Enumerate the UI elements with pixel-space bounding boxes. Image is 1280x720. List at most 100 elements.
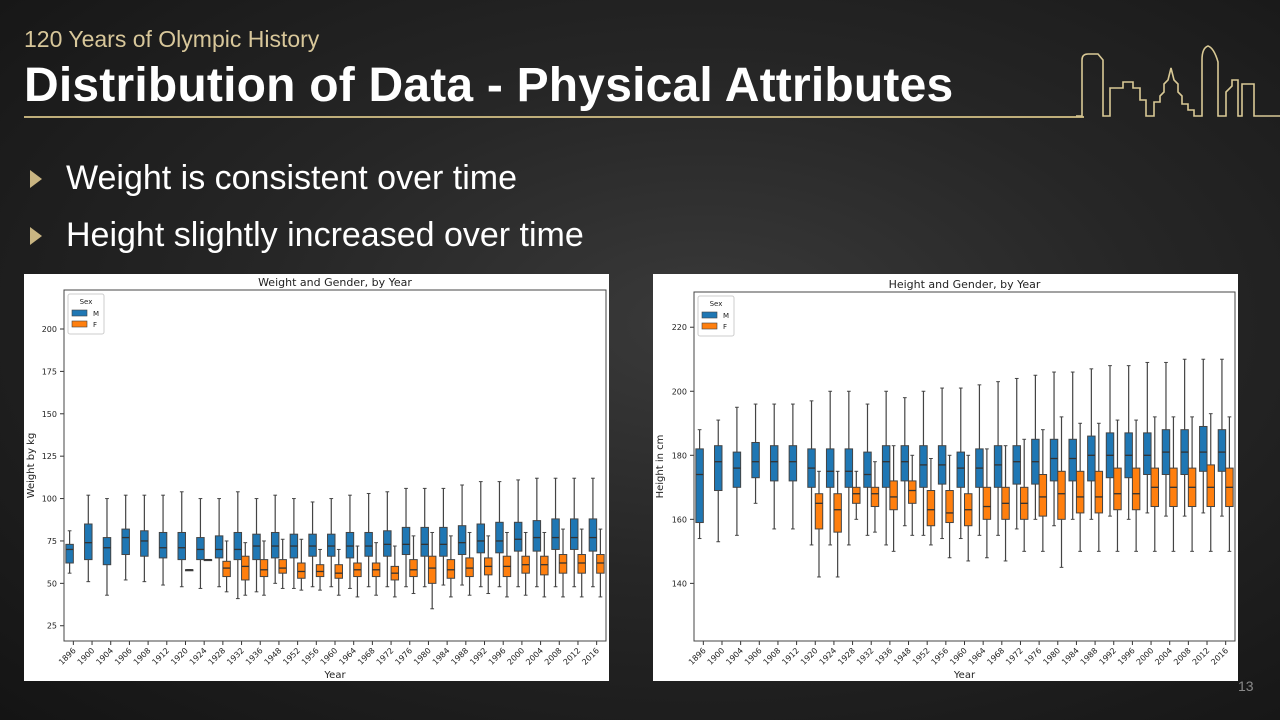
slide-title: Distribution of Data - Physical Attribut… <box>24 59 954 112</box>
box-m-1964 <box>345 531 355 559</box>
x-tick-label: 1936 <box>244 646 265 667</box>
x-tick-label: 1912 <box>780 646 801 667</box>
x-tick-label: 2008 <box>1172 646 1193 667</box>
box-m-1908 <box>140 530 149 557</box>
x-tick-label: 1932 <box>225 646 246 667</box>
chart-title: Weight and Gender, by Year <box>258 276 412 289</box>
x-tick-label: 1904 <box>94 646 115 667</box>
x-axis-label: Year <box>953 670 976 681</box>
y-tick-label: 25 <box>47 622 57 631</box>
box-m-1924 <box>196 537 205 561</box>
box-m-2012 <box>1199 425 1208 472</box>
box-m-1936 <box>881 445 891 488</box>
box-m-1906 <box>121 528 130 556</box>
x-tick-label: 1956 <box>929 646 950 667</box>
x-axis-label: Year <box>323 670 346 681</box>
box-f-2016 <box>596 554 605 574</box>
x-tick-label: 1908 <box>132 646 153 667</box>
box-m-1932 <box>233 531 243 561</box>
box-f-1924 <box>833 493 842 533</box>
box-m-1948 <box>900 445 910 482</box>
x-tick-label: 1972 <box>1004 646 1025 667</box>
box-m-1960 <box>956 451 966 488</box>
y-tick-label: 200 <box>42 325 57 334</box>
x-tick-label: 1964 <box>337 646 358 667</box>
x-tick-label: 1964 <box>967 646 988 667</box>
box-f-1980 <box>427 555 437 584</box>
legend-title: Sex <box>710 300 723 308</box>
box-m-2016 <box>1217 429 1227 472</box>
y-tick-label: 150 <box>42 410 57 419</box>
box-f-1948 <box>278 559 287 574</box>
x-tick-label: 1980 <box>412 646 433 667</box>
x-tick-label: 2004 <box>1153 646 1174 667</box>
y-tick-label: 175 <box>42 367 57 376</box>
box-f-1920 <box>814 493 824 530</box>
x-tick-label: 2016 <box>580 646 601 667</box>
x-tick-label: 1928 <box>836 646 857 667</box>
x-tick-label: 1972 <box>375 646 396 667</box>
chart-title: Height and Gender, by Year <box>889 278 1041 291</box>
box-f-1984 <box>446 559 456 579</box>
box-m-1936 <box>252 533 261 561</box>
box-m-1900 <box>84 523 93 561</box>
x-tick-label: 1896 <box>687 646 708 667</box>
x-tick-label: 1932 <box>855 646 876 667</box>
bullet-item: Height slightly increased over time <box>24 207 584 264</box>
box-f-1952 <box>926 490 936 527</box>
x-tick-label: 1968 <box>356 646 377 667</box>
x-tick-label: 1924 <box>188 646 209 667</box>
y-tick-label: 220 <box>672 323 687 332</box>
box-m-1900 <box>714 445 723 492</box>
y-tick-label: 140 <box>672 579 687 588</box>
box-m-1920 <box>177 531 186 561</box>
bullet-text: Height slightly increased over time <box>66 216 584 254</box>
x-tick-label: 2004 <box>524 646 545 667</box>
legend-label: F <box>93 321 97 329</box>
x-tick-label: 1920 <box>169 646 190 667</box>
box-f-2008 <box>558 554 568 574</box>
x-tick-label: 1976 <box>393 646 414 667</box>
x-tick-label: 1906 <box>113 646 134 667</box>
box-f-1960 <box>334 564 343 579</box>
x-tick-label: 1960 <box>948 646 969 667</box>
x-tick-label: 1948 <box>892 646 913 667</box>
y-axis-label: Height in cm <box>655 435 666 499</box>
box-m-1924 <box>825 448 835 488</box>
box-f-1980 <box>1057 470 1066 520</box>
x-tick-label: 1952 <box>281 646 302 667</box>
x-tick-label: 1988 <box>1079 646 1100 667</box>
box-m-1952 <box>919 445 928 488</box>
x-tick-label: 1924 <box>818 646 839 667</box>
box-m-1976 <box>401 526 411 556</box>
y-tick-label: 125 <box>42 452 57 461</box>
box-m-1928 <box>214 535 224 559</box>
box-f-1976 <box>1038 474 1048 517</box>
x-tick-label: 1996 <box>1116 646 1137 667</box>
x-tick-label: 2008 <box>543 646 564 667</box>
height-boxplot: Height and Gender, by Year Year Height in … <box>655 278 1236 681</box>
weight-boxplot: Weight and Gender, by Year Year Weight by … <box>26 276 607 681</box>
box-m-1960 <box>327 533 336 557</box>
box-m-1904 <box>102 537 112 566</box>
box-f-1988 <box>465 557 474 578</box>
x-tick-label: 1984 <box>1060 646 1081 667</box>
box-m-1948 <box>270 531 280 559</box>
box-m-1972 <box>383 530 392 557</box>
x-tick-label: 1928 <box>207 646 228 667</box>
y-tick-label: 200 <box>672 387 687 396</box>
box-m-2000 <box>513 521 523 552</box>
weight-boxplot-panel: Weight and Gender, by Year Year Weight by … <box>24 274 609 681</box>
box-m-1896 <box>65 543 74 564</box>
box-f-1996 <box>1131 467 1141 511</box>
page-number: 13 <box>1238 678 1254 694</box>
y-tick-label: 180 <box>672 451 687 460</box>
box-m-1992 <box>476 523 486 554</box>
height-boxplot-panel: Height and Gender, by Year Year Height in … <box>653 274 1238 681</box>
x-tick-label: 1904 <box>724 646 745 667</box>
box-f-2012 <box>1206 464 1215 508</box>
box-m-1906 <box>751 441 760 479</box>
box-f-1964 <box>982 486 992 520</box>
x-tick-label: 1988 <box>449 646 470 667</box>
box-m-1908 <box>769 445 779 482</box>
